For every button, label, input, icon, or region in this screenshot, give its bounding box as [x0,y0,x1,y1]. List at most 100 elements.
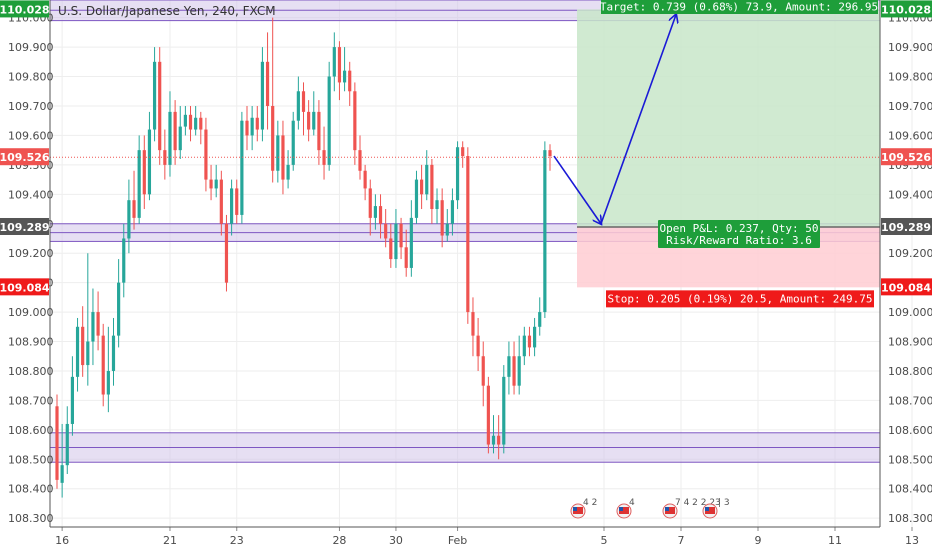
candle-body [106,370,110,395]
candle-body [491,435,496,445]
long-position-tool[interactable] [577,9,880,288]
x-tick-label: 5 [601,534,608,547]
event-flag[interactable]: 3 [702,498,721,519]
candle-body [394,223,398,260]
candle-body [147,129,152,195]
stop-label-text: Stop: 0.205 (0.19%) 20.5, Amount: 249.75 [608,292,873,305]
price-label-left-stop [0,278,49,296]
projection-arrow-down [553,155,601,224]
candle-body [127,200,131,239]
candle-body [517,356,521,386]
y-tick-label-right: 109.900 [888,41,932,54]
candle-body [111,335,116,371]
candle-body [86,341,90,366]
candle-body [425,164,429,195]
price-label-left-text-target: 110.028 [0,3,50,16]
candle-body [65,423,69,466]
candle-body [399,223,403,248]
event-flag[interactable]: 4 [616,498,635,519]
candle-body [476,335,480,357]
candle-body [240,120,244,215]
y-tick-label-left: 108.800 [8,365,54,378]
candle-body [455,147,460,201]
candle-body [543,150,547,313]
target-zone[interactable] [577,9,880,227]
candle-body [389,238,393,260]
event-flag[interactable]: 7 4 2 2 2 | 3 [662,498,730,519]
target-label-box [601,0,878,14]
candle-body [188,114,193,130]
candle-body [158,61,162,151]
chart-overlay: Target: 0.739 (0.68%) 73.9, Amount: 296.… [50,0,880,519]
y-tick-label-left: 109.000 [8,306,54,319]
y-tick-label-right: 109.000 [888,306,932,319]
risk-reward-text: Risk/Reward Ratio: 3.6 [666,234,812,247]
candle-body [142,150,146,195]
y-tick-label-left: 108.300 [8,512,54,525]
candle-body [363,170,367,189]
candle-body [317,111,321,151]
candle-body [471,312,475,336]
candle-body [214,179,218,189]
target-label[interactable]: Target: 0.739 (0.68%) 73.9, Amount: 296.… [600,0,878,14]
x-tick-label: 23 [230,534,244,547]
price-label-left-text-current: 109.526 [0,151,50,164]
candle-body [132,200,136,218]
y-tick-label-left: 108.400 [8,483,54,496]
candle-body [435,200,439,210]
candle-body [342,70,347,83]
pnl-label-box [658,219,820,248]
candle-body [209,179,213,189]
candle-body [70,376,74,424]
candle-body [533,326,537,348]
y-tick-label-right: 108.800 [888,365,932,378]
flag-icon-stripes [665,507,675,514]
x-tick-label: 30 [389,534,403,547]
candle-body [255,117,259,130]
candle-body [250,117,254,136]
candle-body [307,111,311,130]
target-label-text: Target: 0.739 (0.68%) 73.9, Amount: 296.… [600,1,878,14]
candle-body [373,206,377,218]
y-tick-label-right: 109.600 [888,129,932,142]
candle-body [235,188,239,215]
price-label-right-text-entry: 109.289 [881,221,931,234]
stop-label[interactable]: Stop: 0.205 (0.19%) 20.5, Amount: 249.75 [606,290,874,308]
candle-body [260,61,265,130]
candle-body [358,150,362,171]
candle-body [486,385,490,445]
event-flag-count: 3 [715,498,721,508]
y-tick-label-right: 108.600 [888,424,932,437]
candle-body [527,335,532,348]
candle-body [55,406,59,480]
flag-icon-stripes [573,507,583,514]
event-flag-count: 4 [629,498,635,508]
candle-body [101,335,105,395]
candle-body [168,111,172,165]
price-label-left-text-entry: 109.289 [0,221,50,234]
candle-body [271,105,275,171]
candle-body [60,465,64,483]
candle-body [312,111,316,130]
flag-icon-canton [665,507,669,511]
candle-body [96,312,100,336]
candle-body [296,91,300,121]
candle-body [281,135,285,180]
candle-body [183,114,187,127]
event-flag[interactable]: 4 2 [570,498,597,519]
x-tick-label: 21 [163,534,177,547]
candle-body [265,61,270,106]
y-tick-label-right: 109.700 [888,100,932,113]
price-label-right-text-target: 110.028 [881,3,931,16]
x-tick-label: Feb [448,534,467,547]
candle-body [276,135,280,171]
candle-body [497,435,501,445]
candle-body [230,188,234,224]
x-tick-label: 7 [678,534,685,547]
y-tick-label-right: 109.400 [888,188,932,201]
y-tick-label-right: 109.200 [888,247,932,260]
candle-body [440,200,444,236]
candle-body [194,117,198,130]
